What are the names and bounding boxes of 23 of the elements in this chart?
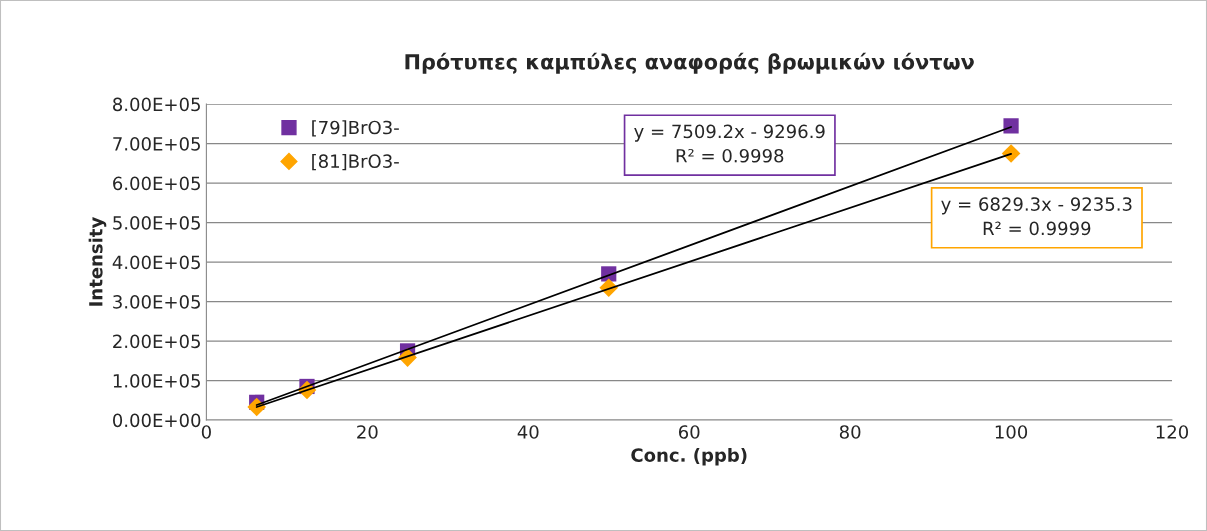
legend-label: [81]BrO3- — [312, 154, 399, 171]
legend-label: [79]BrO3- — [312, 120, 399, 137]
y-tick-label: 5.00E+05 — [113, 216, 200, 230]
y-tick-label: 8.00E+05 — [113, 97, 200, 112]
x-tick-label: 100 — [995, 425, 1028, 439]
y-tick-label: 7.00E+05 — [113, 137, 200, 151]
annotation: y = 7509.2x - 9296.9 R² = 0.9998 — [634, 124, 825, 163]
y-axis-title: Intensity — [88, 217, 107, 306]
chart-title: Πρότυπες καμπύλες αναφοράς βρωμικών ιόντων — [405, 52, 974, 74]
x-tick-label: 0 — [201, 425, 211, 439]
y-tick-label: 3.00E+05 — [113, 295, 200, 309]
y-tick-label: 6.00E+05 — [113, 176, 200, 191]
x-tick-label: 20 — [357, 425, 378, 439]
x-tick-label: 40 — [517, 425, 539, 439]
y-tick-label: 4.00E+05 — [112, 255, 200, 270]
x-tick-label: 120 — [1156, 425, 1189, 439]
annotation: y = 6829.3x - 9235.3 R² = 0.9999 — [941, 197, 1132, 236]
y-tick-label: 2.00E+05 — [113, 334, 200, 349]
y-tick-label: 0.00E+00 — [113, 413, 201, 428]
x-tick-label: 80 — [839, 425, 861, 439]
x-tick-label: 60 — [678, 425, 700, 439]
y-tick-label: 1.00E+05 — [113, 373, 200, 388]
x-axis-title: Conc. (ppb) — [631, 447, 747, 466]
